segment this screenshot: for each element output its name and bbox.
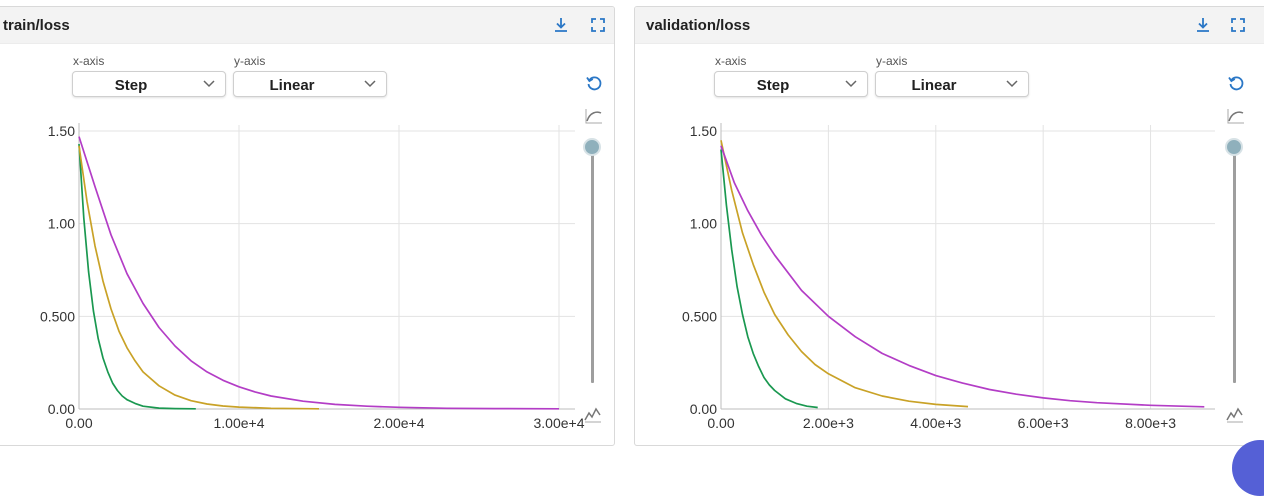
x-tick-label: 6.00e+3 [1018,415,1069,431]
x-tick-label: 0.00 [707,415,734,431]
y-axis-select[interactable]: Linear [875,71,1029,97]
x-axis-select-value: Step [114,77,148,94]
y-tick-label: 0.00 [48,401,75,417]
help-fab-button[interactable] [1232,440,1264,496]
y-tick-label: 0.00 [690,401,717,417]
x-tick-label: 8.00e+3 [1125,415,1176,431]
y-axis-label: y-axis [234,54,266,68]
y-tick-label: 0.500 [682,308,717,324]
x-tick-label: 2.00e+3 [803,415,854,431]
smoothing-slider-thumb[interactable] [583,138,601,156]
smoothing-icon [1227,109,1244,124]
reset-icon[interactable] [585,74,603,92]
fullscreen-icon[interactable] [589,16,607,34]
chevron-down-icon [845,80,857,88]
series-line-2 [78,136,560,410]
x-axis-select[interactable]: Step [714,71,868,97]
smoothing-slider[interactable] [591,146,594,383]
x-tick-label: 0.00 [65,415,92,431]
y-tick-label: 1.00 [690,216,717,232]
x-tick-label: 3.00e+4 [534,415,585,431]
series-line-0 [78,143,196,410]
x-tick-label: 2.00e+4 [374,415,425,431]
x-axis-select[interactable]: Step [72,71,226,97]
chart-card-validation-loss: validation/loss x-axis y-axis Step Linea… [634,6,1264,446]
series-line-1 [78,145,320,410]
y-axis-label: y-axis [876,54,908,68]
chart-title: validation/loss [646,17,751,34]
card-header: validation/loss [635,7,1264,44]
x-axis-label: x-axis [715,54,747,68]
series-line-0 [720,149,818,409]
chevron-down-icon [1006,80,1018,88]
x-tick-label: 1.00e+4 [214,415,265,431]
x-axis-select-value: Step [756,77,790,94]
y-tick-label: 1.00 [48,216,75,232]
chevron-down-icon [203,80,215,88]
x-tick-label: 4.00e+3 [910,415,961,431]
y-tick-label: 0.500 [40,308,75,324]
download-icon[interactable] [552,16,570,34]
chevron-down-icon [364,80,376,88]
y-tick-label: 1.50 [690,123,717,139]
x-axis-label: x-axis [73,54,105,68]
series-line-1 [720,140,969,408]
chart-plot: 0.00 0.500 1.00 1.50 0.00 1.00e+4 2.00e+4 3.00e… [40,123,585,431]
fullscreen-icon[interactable] [1229,16,1247,34]
smoothing-icon [585,109,602,124]
smoothing-slider[interactable] [1233,146,1236,383]
reset-icon[interactable] [1227,74,1245,92]
chart-title: train/loss [3,17,70,34]
y-axis-select-value: Linear [911,77,957,94]
line-chart-icon[interactable] [584,405,602,423]
card-header: train/loss [0,7,614,44]
y-tick-label: 1.50 [48,123,75,139]
line-chart-icon[interactable] [1226,405,1244,423]
series-line-2 [720,145,1205,408]
download-icon[interactable] [1194,16,1212,34]
chart-card-train-loss: train/loss x-axis y-axis Step Linear 0.0… [0,6,615,446]
y-axis-select[interactable]: Linear [233,71,387,97]
y-axis-select-value: Linear [269,77,315,94]
chart-plot: 0.00 0.500 1.00 1.50 0.00 2.00e+3 4.00e+3 6.00e… [682,123,1215,431]
smoothing-slider-thumb[interactable] [1225,138,1243,156]
